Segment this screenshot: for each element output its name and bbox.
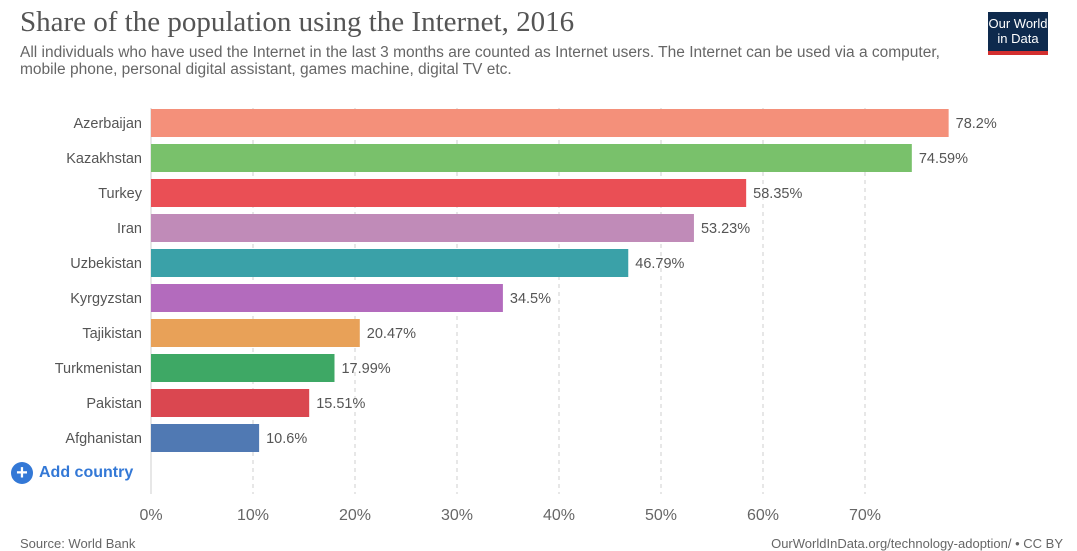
category-label: Uzbekistan	[70, 256, 142, 272]
chart-subtitle: All individuals who have used the Intern…	[20, 44, 940, 78]
value-label: 34.5%	[510, 291, 551, 307]
value-label: 58.35%	[753, 186, 802, 202]
bar-kazakhstan	[151, 144, 912, 172]
category-label: Turkey	[98, 186, 143, 202]
value-label: 74.59%	[919, 151, 968, 167]
logo-line-2: in Data	[997, 31, 1039, 46]
x-tick-label: 60%	[747, 507, 779, 524]
category-label: Iran	[117, 221, 142, 237]
bar-tajikistan	[151, 319, 360, 347]
bar-iran	[151, 214, 694, 242]
value-label: 78.2%	[956, 116, 997, 132]
bar-turkey	[151, 179, 747, 207]
footer-link[interactable]: OurWorldInData.org/technology-adoption/ …	[771, 536, 1063, 551]
logo-line-1: Our World	[988, 16, 1048, 31]
category-label: Turkmenistan	[55, 361, 142, 377]
value-label: 20.47%	[367, 326, 416, 342]
value-label: 10.6%	[266, 431, 307, 447]
chart-title: Share of the population using the Intern…	[20, 6, 575, 38]
value-label: 17.99%	[341, 361, 390, 377]
add-country-button[interactable]: + Add country	[11, 462, 133, 484]
x-tick-label: 0%	[139, 507, 162, 524]
value-label: 15.51%	[316, 396, 365, 412]
bar-kyrgyzstan	[151, 284, 503, 312]
bar-pakistan	[151, 389, 310, 417]
category-label: Pakistan	[86, 396, 142, 412]
x-tick-label: 30%	[441, 507, 473, 524]
x-tick-label: 50%	[645, 507, 677, 524]
source-note[interactable]: Source: World Bank	[20, 536, 136, 551]
bar-azerbaijan	[151, 109, 949, 137]
value-label: 53.23%	[701, 221, 750, 237]
category-label: Kazakhstan	[66, 151, 142, 167]
x-tick-label: 70%	[849, 507, 881, 524]
value-label: 46.79%	[635, 256, 684, 272]
category-label: Tajikistan	[82, 326, 142, 342]
plus-circle-icon: +	[11, 462, 33, 484]
add-country-label: Add country	[39, 464, 134, 481]
x-tick-label: 40%	[543, 507, 575, 524]
category-label: Azerbaijan	[73, 116, 142, 132]
bar-afghanistan	[151, 424, 260, 452]
owid-logo[interactable]: Our World in Data	[988, 12, 1048, 55]
category-label: Afghanistan	[65, 431, 142, 447]
bar-turkmenistan	[151, 354, 335, 382]
bar-uzbekistan	[151, 249, 629, 277]
category-label: Kyrgyzstan	[70, 291, 142, 307]
x-tick-label: 20%	[339, 507, 371, 524]
x-tick-label: 10%	[237, 507, 269, 524]
